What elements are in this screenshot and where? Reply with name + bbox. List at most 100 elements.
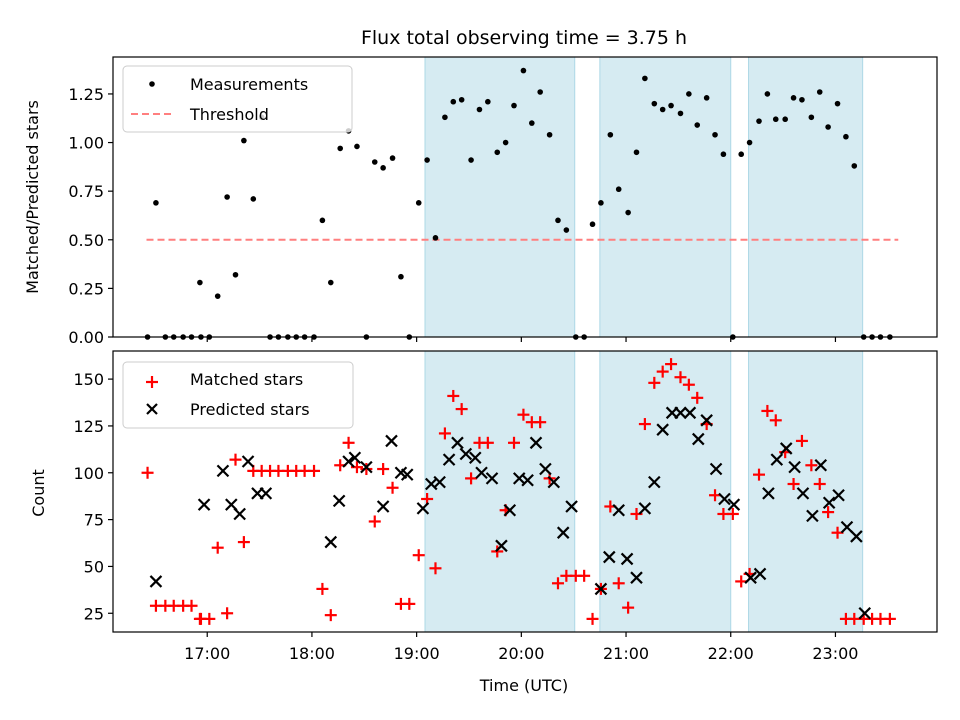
observing-span-1: [424, 350, 576, 633]
predicted-point: [692, 432, 705, 446]
matched-point: [586, 612, 599, 625]
matched-point: [185, 599, 198, 612]
legend-label-matched: Matched stars: [190, 370, 303, 389]
predicted-point: [718, 492, 731, 506]
measurement-point: [450, 98, 457, 105]
measurement-point: [834, 100, 841, 107]
predicted-point: [485, 472, 499, 485]
legend-label-measurements: Measurements: [190, 75, 308, 94]
matched-point: [447, 389, 460, 402]
predicted-point-b: [468, 451, 482, 465]
bottom-x-ticks: 17:00 18:00 19:00 20:00 21:00 22:00 23:00: [184, 632, 858, 663]
predicted-point: [594, 582, 608, 596]
matched-point: [674, 371, 687, 384]
predicted-point: [630, 571, 643, 584]
predicted-point: [638, 502, 652, 515]
bottom-panel: 25 50 75 100 125 150 17:00 18:00 19:00 20:00 21:0…: [29, 350, 938, 695]
predicted-point-b: [425, 477, 438, 491]
measurement-point: [476, 106, 483, 113]
measurement-point: [686, 91, 692, 97]
observing-span-1: [424, 56, 576, 338]
predicted-point-b: [806, 509, 819, 523]
measurement-point: [825, 124, 831, 130]
predicted-point: [400, 468, 414, 481]
measurement-point: [354, 143, 360, 150]
predicted-point: [683, 406, 697, 420]
measurement-point: [659, 106, 666, 113]
measurement-point: [851, 163, 858, 169]
predicted-point-b: [648, 475, 661, 489]
matched-point: [203, 612, 216, 625]
measurement-point: [485, 98, 491, 105]
matched-point: [342, 436, 355, 449]
predicted-point-b: [259, 487, 273, 500]
matched-point: [813, 478, 826, 491]
matched-point: [805, 459, 818, 472]
legend-label-predicted: Predicted stars: [190, 400, 310, 419]
predicted-point: [620, 552, 634, 566]
predicted-point-b: [796, 487, 810, 500]
matched-point: [534, 416, 547, 429]
matched-point: [665, 358, 678, 371]
top-legend-box: [122, 65, 353, 133]
observing-span-2: [599, 56, 732, 338]
predicted-point-b: [394, 466, 408, 480]
bottom-y-label: Count: [29, 469, 48, 517]
predicted-point-b: [233, 507, 246, 521]
predicted-point: [612, 503, 625, 517]
matched-point: [481, 436, 494, 449]
matched-point: [656, 365, 669, 378]
bottom-legend: Matched stars Predicted stars: [122, 361, 354, 429]
top-x-ticks: [206, 337, 837, 342]
predicted-point-b: [779, 442, 793, 455]
y-tick-label: 25: [84, 604, 104, 623]
matched-point: [769, 414, 782, 427]
predicted-point: [385, 434, 398, 448]
predicted-point: [814, 458, 828, 472]
matched-point: [735, 575, 748, 588]
y-tick-label: 1.25: [68, 85, 104, 104]
predicted-point-b: [674, 406, 687, 420]
predicted-point-b: [603, 550, 616, 564]
matched-point: [412, 549, 425, 562]
predicted-point: [149, 575, 163, 588]
observing-span-2: [599, 350, 732, 633]
predicted-point-b: [638, 502, 652, 515]
predicted-point-b: [630, 571, 643, 584]
measurement-point: [520, 67, 527, 74]
x-tick-label: 17:00: [184, 644, 230, 663]
measurement-point: [746, 139, 753, 146]
matched-point: [622, 601, 635, 614]
predicted-point: [332, 494, 346, 508]
predicted-point-b: [539, 462, 552, 476]
predicted-point: [656, 423, 669, 436]
predicted-point: [603, 550, 616, 564]
predicted-point-b: [700, 414, 713, 427]
measurement-point: [398, 273, 404, 280]
predicted-point-b: [376, 500, 390, 513]
predicted-point-b: [385, 434, 398, 448]
predicted-point-b: [149, 575, 163, 588]
top-spans: [424, 56, 864, 338]
matched-point: [517, 408, 530, 421]
matched-point: [211, 541, 224, 554]
predicted-point: [770, 453, 784, 466]
measurement-point: [232, 271, 239, 278]
legend-label-threshold: Threshold: [189, 105, 269, 124]
legend-marker-matched: [146, 376, 158, 388]
predicted-point: [324, 535, 338, 549]
predicted-point-b: [753, 567, 767, 581]
measurement-point: [415, 200, 422, 206]
predicted-point: [796, 487, 810, 500]
predicted-point: [451, 436, 464, 450]
predicted-point-b: [433, 475, 446, 489]
predicted-point: [788, 460, 801, 474]
y-tick-label: 0.25: [68, 279, 104, 298]
matched-point: [316, 582, 329, 595]
predicted-point: [468, 451, 482, 465]
predicted-point: [433, 475, 446, 489]
predicted-point: [822, 496, 836, 510]
predicted-point: [241, 455, 255, 468]
predicted-point-b: [197, 498, 211, 511]
measurement-point: [546, 131, 553, 138]
